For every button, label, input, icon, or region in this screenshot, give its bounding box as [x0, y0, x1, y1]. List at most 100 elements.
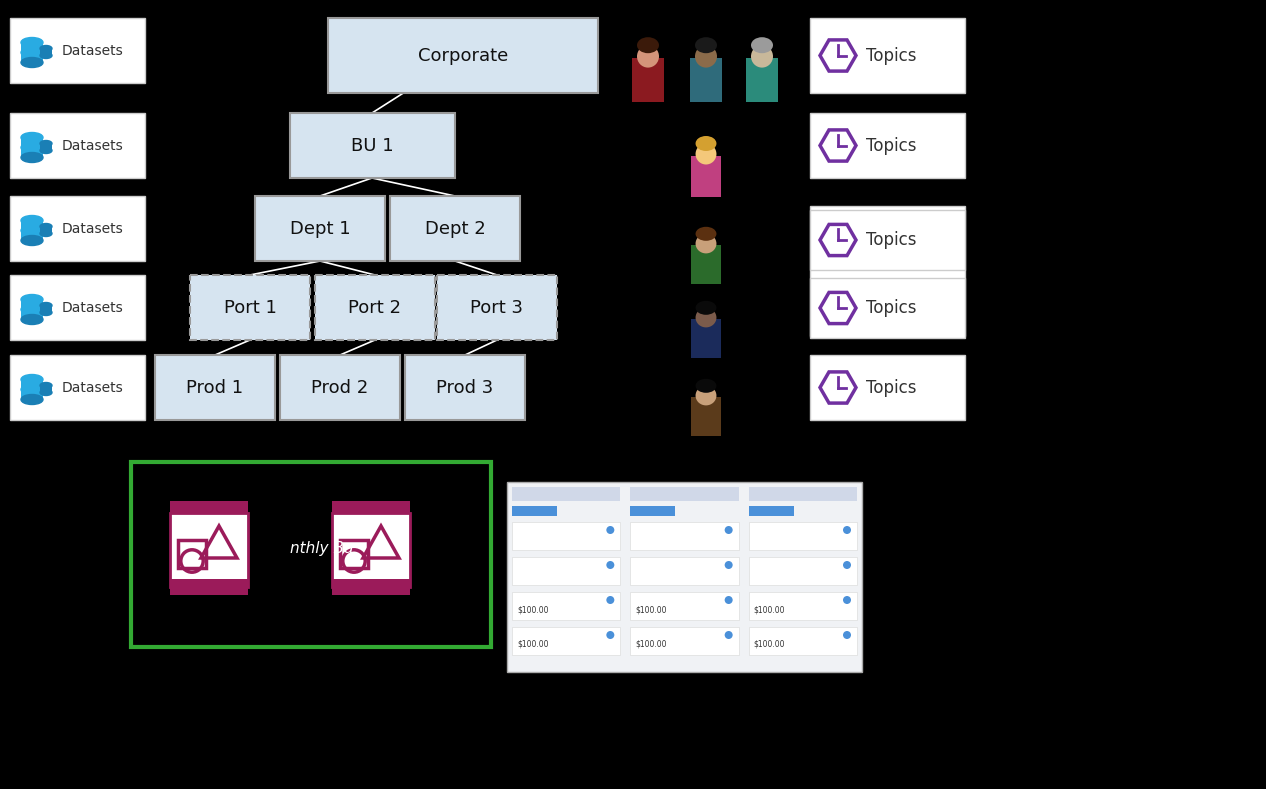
Bar [511, 557, 620, 585]
Text: $100.00: $100.00 [753, 640, 785, 649]
Bar [511, 506, 557, 516]
Bar [746, 58, 779, 102]
Bar [748, 592, 857, 620]
Bar [130, 462, 491, 647]
Bar [511, 627, 620, 655]
Ellipse shape [41, 309, 52, 316]
Ellipse shape [695, 226, 717, 241]
Text: $100.00: $100.00 [636, 605, 667, 614]
Text: $100.00: $100.00 [517, 640, 548, 649]
Bar [170, 501, 248, 513]
Text: Datasets: Datasets [62, 139, 124, 152]
Ellipse shape [22, 384, 43, 394]
Ellipse shape [41, 46, 52, 51]
Bar [630, 487, 738, 501]
Bar [390, 196, 520, 261]
Ellipse shape [606, 561, 614, 569]
Bar [22, 43, 43, 62]
Text: Dept 2: Dept 2 [424, 219, 485, 237]
Ellipse shape [751, 37, 774, 53]
Ellipse shape [22, 315, 43, 324]
Bar [332, 513, 410, 587]
Ellipse shape [22, 58, 43, 68]
Ellipse shape [724, 596, 733, 604]
Bar [810, 206, 965, 336]
Ellipse shape [695, 301, 717, 315]
Text: $100.00: $100.00 [636, 640, 667, 649]
Ellipse shape [22, 38, 43, 47]
Bar [315, 275, 436, 340]
Text: Topics: Topics [866, 47, 917, 65]
Bar [691, 397, 722, 436]
Bar [630, 506, 675, 516]
Ellipse shape [606, 526, 614, 534]
Text: Topics: Topics [866, 231, 917, 249]
Ellipse shape [695, 308, 717, 327]
Bar [437, 275, 557, 340]
Ellipse shape [22, 294, 43, 305]
Bar [10, 275, 146, 340]
Ellipse shape [843, 631, 851, 639]
Bar [405, 355, 525, 420]
Bar [179, 540, 206, 568]
Text: Prod 1: Prod 1 [186, 379, 243, 397]
Ellipse shape [22, 305, 43, 315]
Ellipse shape [22, 226, 43, 235]
Ellipse shape [41, 302, 52, 308]
Text: Datasets: Datasets [62, 380, 124, 394]
Bar [41, 386, 52, 392]
Ellipse shape [637, 37, 660, 53]
Ellipse shape [695, 234, 717, 253]
Ellipse shape [41, 223, 52, 230]
Bar [511, 592, 620, 620]
Bar [254, 196, 385, 261]
Bar [154, 355, 275, 420]
Bar [511, 487, 620, 501]
Ellipse shape [41, 140, 52, 147]
Ellipse shape [695, 37, 717, 53]
Text: Dept 1: Dept 1 [290, 219, 351, 237]
Bar [10, 355, 146, 420]
Ellipse shape [22, 143, 43, 152]
Bar [691, 245, 722, 283]
Ellipse shape [606, 631, 614, 639]
Bar [691, 319, 722, 357]
Bar [810, 113, 965, 178]
Bar [630, 592, 738, 620]
Bar [511, 522, 620, 550]
Bar [810, 210, 965, 270]
Ellipse shape [22, 375, 43, 384]
Bar [290, 113, 454, 178]
Text: Corporate: Corporate [418, 47, 508, 65]
Bar [748, 627, 857, 655]
Ellipse shape [751, 45, 774, 68]
Text: Topics: Topics [866, 299, 917, 317]
Bar [328, 18, 598, 93]
Text: $100.00: $100.00 [517, 605, 548, 614]
Ellipse shape [606, 596, 614, 604]
Bar [748, 522, 857, 550]
Bar [630, 627, 738, 655]
Ellipse shape [22, 394, 43, 405]
Text: Datasets: Datasets [62, 222, 124, 235]
Bar [632, 58, 663, 102]
Ellipse shape [22, 235, 43, 245]
Text: Topics: Topics [866, 136, 917, 155]
Bar [41, 226, 52, 234]
Bar [280, 355, 400, 420]
Bar [10, 196, 146, 261]
Bar [810, 355, 965, 420]
Ellipse shape [41, 230, 52, 237]
Ellipse shape [843, 526, 851, 534]
Ellipse shape [41, 383, 52, 388]
Bar [810, 18, 965, 93]
Bar [506, 482, 862, 672]
Bar [332, 501, 410, 513]
Bar [630, 522, 738, 550]
Bar [10, 113, 146, 178]
Ellipse shape [843, 596, 851, 604]
Text: BU 1: BU 1 [351, 136, 394, 155]
Text: Port 1: Port 1 [224, 298, 276, 316]
Text: Prod 2: Prod 2 [311, 379, 368, 397]
Ellipse shape [695, 45, 717, 68]
